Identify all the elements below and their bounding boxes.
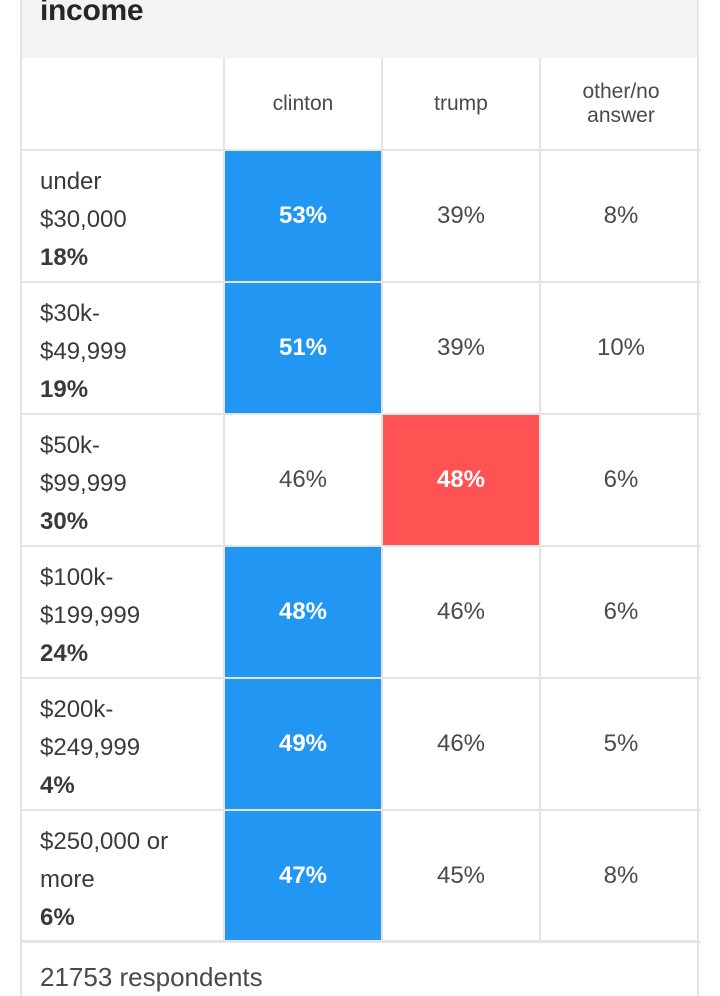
value-cell-clinton: 53%: [223, 149, 383, 283]
bracket-text: $49,999: [40, 338, 127, 365]
value-cell-trump: 39%: [381, 281, 541, 415]
bracket-text: under: [40, 168, 102, 195]
header-trump: trump: [381, 58, 541, 151]
value-cell-other: 6%: [539, 545, 701, 679]
header-empty: [22, 58, 225, 151]
value-cell-other: 5%: [539, 677, 701, 811]
results-table: clinton trump other/no answer under $30,0…: [22, 58, 701, 943]
value-cell-trump: 48%: [381, 413, 541, 547]
table-row: under $30,000 18% 53% 39% 8%: [22, 149, 701, 283]
exit-poll-card: income clinton trump other/no answer und…: [20, 0, 701, 996]
income-bracket-label: $50k- $99,999 30%: [22, 413, 225, 547]
bracket-text: $250,000 or: [40, 828, 169, 855]
income-bracket-label: under $30,000 18%: [22, 149, 225, 283]
footer: 21753 respondents: [22, 940, 697, 996]
table-row: $100k- $199,999 24% 48% 46% 6%: [22, 545, 701, 679]
bracket-text: $199,999: [40, 602, 141, 629]
bracket-text: $30k-: [40, 300, 101, 327]
value-cell-clinton: 48%: [223, 545, 383, 679]
income-bracket-label: $100k- $199,999 24%: [22, 545, 225, 679]
value-cell-other: 6%: [539, 413, 701, 547]
table-row: $50k- $99,999 30% 46% 48% 6%: [22, 413, 701, 547]
value-cell-trump: 46%: [381, 677, 541, 811]
bracket-share: 30%: [40, 508, 89, 535]
income-bracket-label: $250,000 or more 6%: [22, 809, 225, 943]
table-row: $200k- $249,999 4% 49% 46% 5%: [22, 677, 701, 811]
header-row: clinton trump other/no answer: [22, 58, 701, 151]
title-band: income: [22, 0, 697, 58]
bracket-text: $249,999: [40, 734, 141, 761]
bracket-text: $200k-: [40, 696, 114, 723]
value-cell-trump: 39%: [381, 149, 541, 283]
income-bracket-label: $30k- $49,999 19%: [22, 281, 225, 415]
income-bracket-label: $200k- $249,999 4%: [22, 677, 225, 811]
bracket-share: 4%: [40, 772, 75, 799]
bracket-text: $30,000: [40, 206, 127, 233]
table-row: $30k- $49,999 19% 51% 39% 10%: [22, 281, 701, 415]
value-cell-clinton: 49%: [223, 677, 383, 811]
bracket-text: $100k-: [40, 564, 114, 591]
value-cell-other: 10%: [539, 281, 701, 415]
table-row: $250,000 or more 6% 47% 45% 8%: [22, 809, 701, 943]
value-cell-clinton: 51%: [223, 281, 383, 415]
value-cell-trump: 46%: [381, 545, 541, 679]
bracket-text: more: [40, 866, 95, 893]
value-cell-other: 8%: [539, 149, 701, 283]
bracket-share: 18%: [40, 244, 89, 271]
value-cell-clinton: 46%: [223, 413, 383, 547]
value-cell-clinton: 47%: [223, 809, 383, 943]
bracket-text: $99,999: [40, 470, 127, 497]
header-clinton: clinton: [223, 58, 383, 151]
header-other: other/no answer: [539, 58, 701, 151]
bracket-share: 24%: [40, 640, 89, 667]
value-cell-trump: 45%: [381, 809, 541, 943]
card-title: income: [40, 0, 144, 27]
bracket-share: 19%: [40, 376, 89, 403]
respondents-count: 21753 respondents: [40, 962, 263, 992]
bracket-text: $50k-: [40, 432, 101, 459]
value-cell-other: 8%: [539, 809, 701, 943]
bracket-share: 6%: [40, 904, 75, 931]
